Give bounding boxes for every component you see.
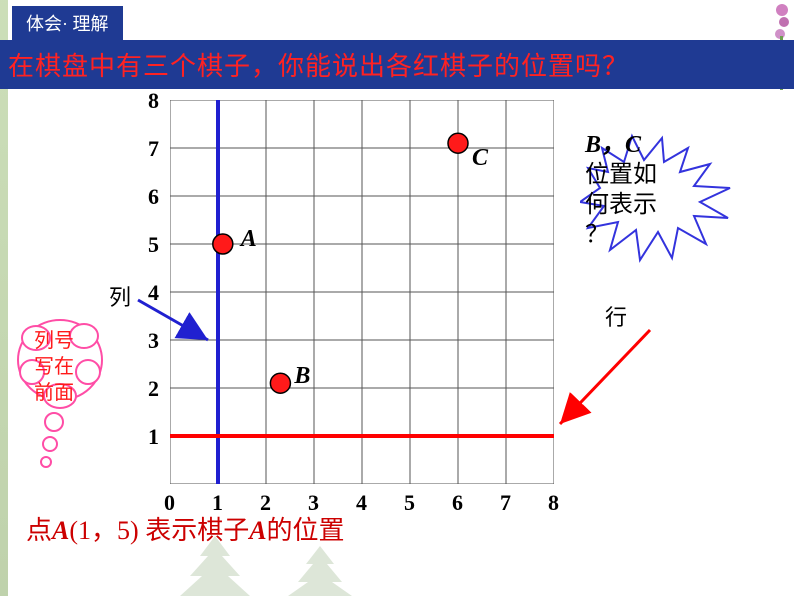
conclusion-coord: (1，5) xyxy=(69,516,138,545)
conclusion-prefix: 点 xyxy=(26,516,52,545)
row-arrow xyxy=(560,330,650,424)
decor-tree-2 xyxy=(280,546,360,596)
star-line-2: 位置如 xyxy=(585,160,775,190)
cloud-line-2: 写在 xyxy=(14,354,94,380)
arrow-overlay xyxy=(0,0,794,596)
cloud-text: 列号 写在 前面 xyxy=(14,328,94,406)
conclusion-tail: 的位置 xyxy=(267,516,345,545)
cloud-line-3: 前面 xyxy=(14,380,94,406)
star-line-3: 何表示 xyxy=(585,190,775,220)
cloud-line-1: 列号 xyxy=(14,328,94,354)
star-line-4: ？ xyxy=(585,220,775,250)
starburst-text: B，C 位置如 何表示 ？ xyxy=(585,130,775,250)
decor-tree-1 xyxy=(170,536,260,596)
conclusion-point: A xyxy=(52,516,69,545)
column-arrow xyxy=(138,300,208,340)
star-line-1: B，C xyxy=(585,132,641,158)
